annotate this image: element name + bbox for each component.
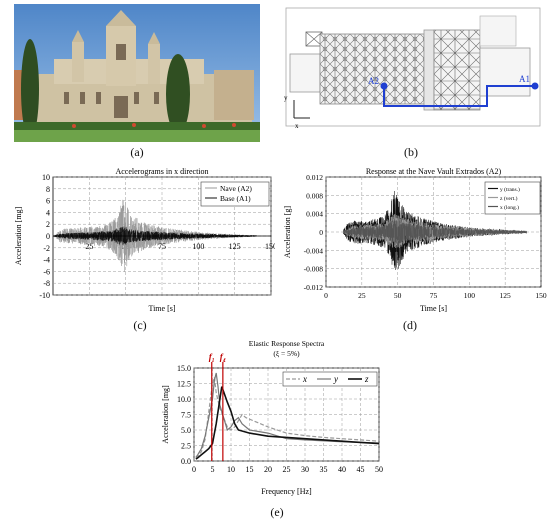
y-axis-label: Acceleration [g] — [283, 206, 292, 259]
x-tick-label: 50 — [394, 291, 402, 300]
y-tick-label: 10 — [42, 173, 50, 182]
y-tick-label: 0.004 — [306, 210, 323, 219]
chart-title: Elastic Response Spectra — [249, 339, 325, 348]
y-tick-label: -6 — [43, 267, 50, 276]
x-tick-label: 75 — [158, 242, 166, 251]
nave-response-chart: Response at the Nave Vault Extrados (A2)… — [283, 167, 547, 313]
chart-d-panel: Response at the Nave Vault Extrados (A2)… — [278, 165, 548, 313]
y-tick-label: 0.0 — [181, 457, 191, 466]
y-tick-label: 7.5 — [181, 411, 191, 420]
y-tick-label: 15.0 — [177, 364, 191, 373]
sensor-a1-marker — [531, 82, 539, 90]
y-tick-label: 0.008 — [306, 191, 323, 200]
legend-label: x (long.) — [500, 204, 519, 211]
x-tick-label: 150 — [535, 291, 547, 300]
plan-axis-x: x — [295, 122, 299, 130]
legend-label: Base (A1) — [220, 194, 251, 203]
legend-label: y (trans.) — [500, 186, 520, 193]
y-tick-label: 2.5 — [181, 442, 191, 451]
y-tick-label: -0.008 — [304, 265, 324, 274]
x-tick-label: 150 — [265, 242, 275, 251]
caption-b: (b) — [404, 145, 418, 159]
plan-panel: y x A2 A1 — [280, 4, 542, 134]
plan-axis-y: y — [284, 94, 288, 102]
photo-panel — [14, 4, 260, 142]
chart-legend: y (trans.) z (vert.) x (long.) — [484, 181, 541, 215]
x-tick-label: 100 — [192, 242, 204, 251]
series-line-x-long- — [343, 218, 527, 246]
x-tick-label: 75 — [430, 291, 438, 300]
caption-c: (c) — [133, 318, 147, 332]
caption-e: (e) — [270, 505, 284, 519]
legend-box — [200, 181, 270, 207]
caption-a: (a) — [130, 145, 144, 159]
y-tick-label: -2 — [43, 244, 50, 253]
x-tick-label: 0 — [192, 465, 196, 474]
x-tick-label: 35 — [320, 465, 328, 474]
y-tick-label: 5.0 — [181, 426, 191, 435]
accelerogram-chart: Accelerograms in x direction 10 8 6 4 2 0 -2 -4 -… — [14, 167, 277, 313]
y-tick-label: -10 — [39, 291, 50, 300]
y-tick-label: 10.0 — [177, 395, 191, 404]
frequency-marker-label: f₁ — [209, 352, 215, 362]
x-tick-label: 25 — [358, 291, 366, 300]
sensor-a2-marker — [380, 82, 388, 90]
y-tick-label: 0.012 — [306, 173, 323, 182]
x-axis-label: Time [s] — [420, 304, 447, 313]
response-spectra-chart: Elastic Response Spectra(ξ = 5%) 0.0 2.5 5.… — [161, 339, 383, 496]
x-tick-label: 25 — [283, 465, 291, 474]
x-tick-label: 20 — [264, 465, 272, 474]
x-tick-label: 5 — [211, 465, 215, 474]
x-tick-label: 40 — [338, 465, 346, 474]
chart-title: Accelerograms in x direction — [115, 167, 208, 176]
y-tick-label: 0 — [319, 228, 323, 237]
series-line-x — [195, 377, 380, 459]
x-tick-label: 15 — [246, 465, 254, 474]
x-tick-label: 50 — [375, 465, 383, 474]
x-tick-label: 125 — [229, 242, 241, 251]
x-tick-label: 125 — [500, 291, 512, 300]
x-tick-label: 45 — [357, 465, 365, 474]
chart-title: Response at the Nave Vault Extrados (A2) — [366, 167, 502, 176]
x-tick-label: 0 — [324, 291, 328, 300]
y-tick-label: 0 — [46, 232, 50, 241]
chart-e-panel: Elastic Response Spectra (ξ = 5%) 0.0 2.5 5.… — [160, 338, 390, 500]
y-tick-label: -8 — [43, 279, 50, 288]
legend-label: z (vert.) — [500, 195, 518, 202]
y-tick-label: 12.5 — [177, 380, 191, 389]
chart-legend: Nave (A2)Base (A1) — [200, 181, 270, 207]
series-line-base-a1- — [52, 226, 257, 245]
x-tick-label: 25 — [85, 242, 93, 251]
legend-label: Nave (A2) — [220, 184, 252, 193]
legend-label: x — [302, 374, 307, 384]
frequency-marker-label: f₄ — [220, 352, 226, 362]
caption-d: (d) — [403, 318, 417, 332]
series-line-y — [195, 372, 380, 458]
y-tick-label: 4 — [46, 208, 50, 217]
chart-legend: x y z — [282, 371, 378, 387]
series-line-nave-a2- — [52, 199, 257, 273]
plan-label-a1: A1 — [519, 74, 530, 84]
y-tick-label: -0.004 — [304, 246, 324, 255]
legend-label: y — [333, 374, 338, 384]
x-tick-label: 10 — [227, 465, 235, 474]
x-axis-label: Frequency [Hz] — [261, 487, 312, 496]
y-tick-label: 8 — [46, 185, 50, 194]
monastery-photo — [14, 4, 260, 142]
legend-label: z — [364, 374, 369, 384]
x-tick-label: 100 — [464, 291, 476, 300]
y-tick-label: -0.012 — [304, 283, 324, 292]
chart-c-panel: Accelerograms in x direction 10 8 6 4 2 0 -2 -4 -… — [5, 165, 277, 313]
y-tick-label: 2 — [46, 220, 50, 229]
chart-subtitle: (ξ = 5%) — [273, 349, 300, 358]
y-tick-label: -4 — [43, 256, 50, 265]
y-axis-label: Acceleration [mg] — [14, 206, 23, 265]
x-axis-label: Time [s] — [148, 304, 175, 313]
x-tick-label: 30 — [301, 465, 309, 474]
y-axis-label: Acceleration [mg] — [161, 385, 170, 444]
series-line-z — [195, 386, 380, 460]
vault-plan-drawing: y x A2 A1 — [284, 7, 541, 130]
plan-label-a2: A2 — [368, 76, 379, 86]
y-tick-label: 6 — [46, 197, 50, 206]
